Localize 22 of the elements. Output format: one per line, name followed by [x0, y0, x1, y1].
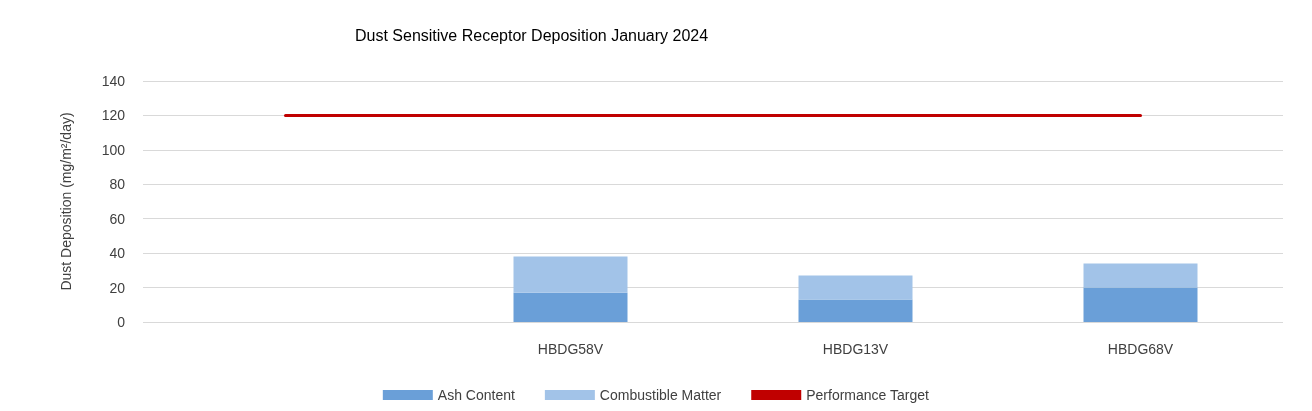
y-tick-label: 120 — [101, 107, 126, 124]
y-tick-label: 40 — [109, 245, 126, 262]
bar — [798, 299, 913, 322]
x-tick-label: HBDG13V — [822, 341, 889, 357]
y-tick-label: 0 — [117, 314, 126, 330]
bar — [513, 256, 628, 293]
y-tick-label: 60 — [109, 210, 126, 227]
bar — [798, 275, 913, 300]
bar — [1083, 263, 1198, 288]
bar — [1083, 287, 1198, 322]
bar — [513, 292, 628, 322]
x-tick-label: HBDG68V — [1107, 341, 1174, 357]
y-tick-label: 140 — [101, 73, 126, 89]
x-tick-label: HBDG58V — [537, 341, 604, 357]
y-tick-label: 100 — [101, 141, 126, 158]
legend-label: Ash Content — [437, 387, 515, 403]
legend-label: Combustible Matter — [599, 387, 722, 403]
y-tick-label: 80 — [109, 176, 126, 193]
legend-label: Performance Target — [806, 387, 930, 403]
y-tick-label: 20 — [109, 279, 126, 296]
y-axis-title: Dust Deposition (mg/m²/day) — [58, 112, 74, 291]
chart-title: Dust Sensitive Receptor Deposition January 2024 — [355, 26, 709, 44]
